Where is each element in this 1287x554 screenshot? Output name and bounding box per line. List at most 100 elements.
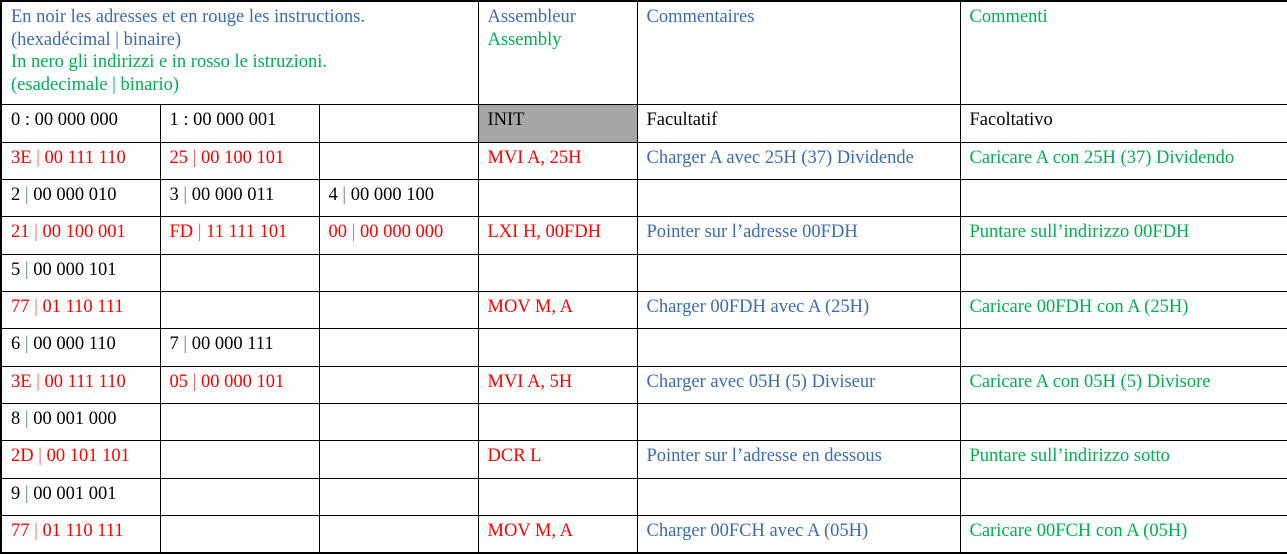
memory-cell-separator: | [34, 297, 38, 318]
memory-cell-binary: 00 100 101 [196, 147, 285, 168]
comment-italian-cell [959, 179, 1287, 218]
memory-cell-hex: 21 [11, 222, 35, 243]
memory-cell [159, 403, 320, 442]
memory-cell [318, 403, 479, 442]
memory-cell: 9 | 00 001 001 [0, 477, 161, 517]
legend-french-line-1: En noir les adresses et en rouge les ins… [11, 7, 365, 27]
memory-cell: 05 | 00 000 101 [159, 365, 320, 405]
memory-cell-separator: | [34, 521, 38, 542]
memory-cell-separator: | [197, 222, 202, 243]
assembly-cell: DCR L [477, 440, 638, 479]
memory-cell-hex: 77 [11, 521, 35, 542]
instruction-row: 3E | 00 111 110 25 | 00 100 101 MVI A, 25… [0, 141, 1287, 181]
comment-french-cell [636, 403, 961, 442]
memory-cell: 6 | 00 000 110 [0, 328, 161, 367]
instruction-row: 77 | 01 110 111 MOV M, A Charger 00FCH av… [0, 515, 1287, 554]
comment-french-cell: Charger avec 05H (5) Diviseur [636, 365, 961, 405]
legend-cell: En noir les adresses et en rouge les ins… [0, 0, 479, 106]
memory-cell-binary: 00 101 101 [41, 446, 130, 467]
comment-italian-cell: Facoltativo [959, 104, 1287, 143]
header-comments-french-cell: Commentaires [636, 0, 961, 106]
instruction-row: 3E | 00 111 110 05 | 00 000 101 MVI A, 5H… [0, 365, 1287, 405]
assembly-cell: MOV M, A [477, 291, 638, 330]
header-assembly-italian: Assembly [487, 29, 562, 50]
assembly-cell: MVI A, 5H [477, 365, 638, 405]
address-row: 2 | 00 000 010 3 | 00 000 011 4 | 00 000 1… [0, 179, 1287, 218]
comment-italian-cell: Caricare 00FDH con A (25H) [959, 291, 1287, 330]
memory-cell-binary: 00 000 111 [187, 334, 274, 355]
comment-italian-cell: Puntare sull’indirizzo sotto [959, 440, 1287, 479]
memory-cell-hex: 7 [169, 334, 184, 355]
header-comments-italian: Commenti [969, 7, 1048, 27]
memory-cell-hex: 3E [11, 371, 37, 392]
memory-cell [318, 477, 479, 517]
memory-cell-separator: | [351, 222, 356, 243]
memory-cell-separator: | [183, 185, 188, 206]
memory-cell-hex: 77 [11, 297, 35, 318]
memory-cell: 77 | 01 110 111 [0, 291, 161, 330]
memory-cell [159, 440, 320, 479]
legend-french-line-2: (hexadécimal | binaire) [11, 29, 182, 50]
comment-italian-cell [959, 328, 1287, 367]
address-row: 9 | 00 001 001 [0, 477, 1287, 517]
assembly-cell [477, 477, 638, 517]
memory-cell: 8 | 00 001 000 [0, 403, 161, 442]
memory-cell: 1 : 00 000 001 [159, 104, 320, 143]
comment-french-cell [636, 253, 961, 293]
assembly-cell [477, 253, 638, 293]
header-comments-italian-cell: Commenti [959, 0, 1287, 106]
comment-french-cell: Pointer sur l’adresse en dessous [636, 440, 961, 479]
memory-cell-separator: | [192, 147, 197, 168]
comment-italian-cell: Caricare A con 25H (37) Dividendo [959, 141, 1287, 181]
comment-french-cell: Charger 00FDH avec A (25H) [636, 291, 961, 330]
memory-cell: 21 | 00 100 001 [0, 216, 161, 255]
memory-cell: 00 | 00 000 000 [318, 216, 479, 255]
comment-italian-cell: Caricare A con 05H (5) Divisore [959, 365, 1287, 405]
comment-italian-cell [959, 477, 1287, 517]
memory-cell [318, 440, 479, 479]
address-row: 8 | 00 001 000 [0, 403, 1287, 442]
memory-cell [318, 141, 479, 181]
memory-cell-separator: | [36, 371, 40, 392]
comment-french-cell [636, 328, 961, 367]
instruction-row: 2D | 00 101 101 DCR L Pointer sur l’adres… [0, 440, 1287, 479]
memory-cell: 25 | 00 100 101 [159, 141, 320, 181]
address-row: 6 | 00 000 110 7 | 00 000 111 [0, 328, 1287, 367]
memory-cell [159, 477, 320, 517]
memory-cell-binary: 00 001 000 [28, 409, 117, 430]
memory-cell-hex: 2D [11, 446, 39, 467]
legend-italian-line-1: In nero gli indirizzi e in rosso le istr… [11, 52, 327, 73]
address-row: 5 | 00 000 101 [0, 253, 1287, 293]
comment-italian-cell [959, 403, 1287, 442]
table-header-row: En noir les adresses et en rouge les ins… [0, 0, 1287, 106]
memory-cell [159, 253, 320, 293]
memory-cell: 5 | 00 000 101 [0, 253, 161, 293]
memory-cell [318, 104, 479, 143]
memory-cell-separator: | [24, 185, 29, 206]
memory-cell-separator: | [24, 409, 29, 430]
comment-french-cell: Charger A avec 25H (37) Dividende [636, 141, 961, 181]
memory-cell-binary: 00 000 101 [28, 259, 117, 280]
memory-cell-hex: 25 [169, 147, 193, 168]
legend-italian-line-2: (esadecimale | binario) [11, 74, 180, 95]
memory-cell-binary: 00 000 010 [28, 185, 117, 206]
memory-cell-hex: 5 [11, 259, 25, 280]
memory-cell-separator: | [192, 371, 197, 392]
comment-italian-cell [959, 253, 1287, 293]
address-row: 0 : 00 000 000 1 : 00 000 001 INIT Faculta… [0, 104, 1287, 143]
memory-cell-separator: | [342, 185, 347, 206]
memory-cell [318, 291, 479, 330]
memory-cell [318, 328, 479, 367]
memory-cell-binary: 00 100 001 [37, 222, 126, 243]
assembly-cell [477, 328, 638, 367]
memory-cell-hex: 00 [328, 222, 352, 243]
memory-cell-separator: | [34, 222, 38, 243]
comment-french-cell: Facultatif [636, 104, 961, 143]
comment-italian-cell: Puntare sull’indirizzo 00FDH [959, 216, 1287, 255]
instruction-row: 77 | 01 110 111 MOV M, A Charger 00FDH av… [0, 291, 1287, 330]
header-comments-french: Commentaires [646, 7, 755, 27]
memory-cell-binary: 11 111 101 [201, 222, 288, 243]
comment-french-cell [636, 179, 961, 218]
assembly-cell: MVI A, 25H [477, 141, 638, 181]
